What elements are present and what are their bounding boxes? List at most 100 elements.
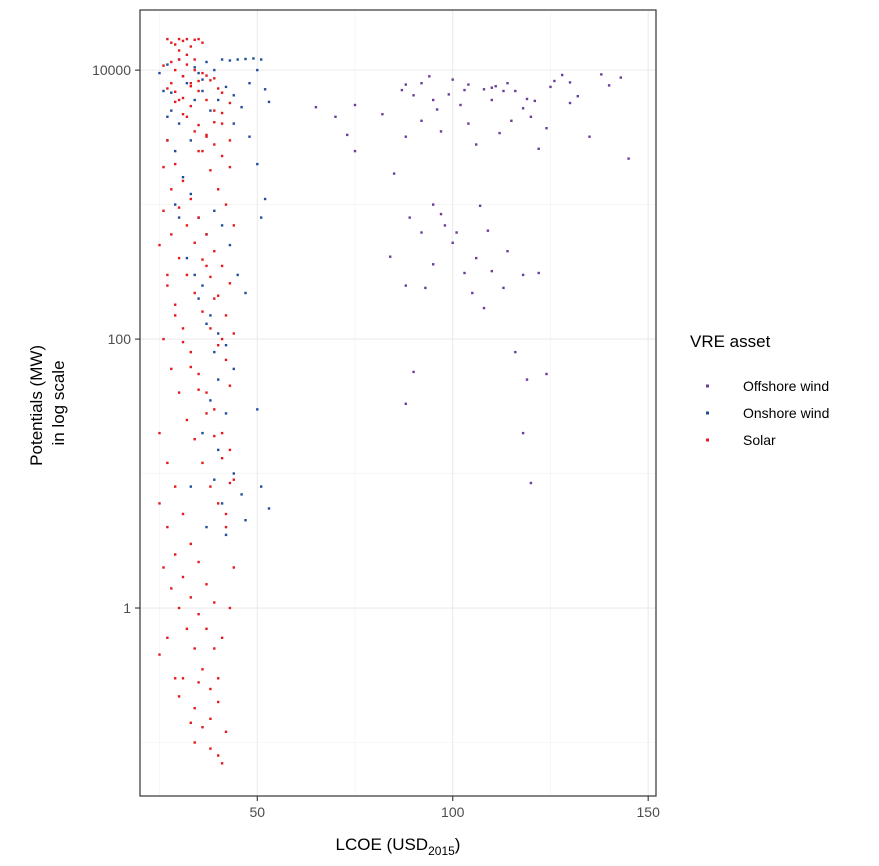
data-point: [267, 100, 271, 104]
data-point: [228, 59, 232, 62]
data-point: [236, 58, 239, 61]
data-point: [205, 391, 208, 394]
data-point: [205, 525, 208, 529]
data-point: [177, 37, 181, 41]
data-point: [217, 700, 220, 704]
data-point: [181, 96, 185, 100]
legend-label: Solar: [743, 432, 776, 448]
data-point: [217, 87, 220, 90]
data-point: [224, 203, 228, 206]
data-point: [197, 560, 200, 564]
data-point: [174, 68, 177, 72]
data-point: [217, 677, 220, 680]
data-point: [177, 122, 181, 125]
data-point: [220, 457, 224, 460]
data-point: [459, 103, 462, 107]
data-point: [224, 358, 228, 362]
data-point: [224, 533, 228, 537]
data-point: [201, 41, 204, 44]
data-point: [193, 98, 196, 102]
data-point: [177, 98, 181, 102]
y-tick-label: 1: [123, 600, 131, 616]
data-point: [568, 101, 572, 105]
y-tick-label: 10000: [92, 62, 131, 78]
data-point: [521, 107, 525, 110]
data-point: [209, 327, 212, 330]
data-point: [404, 402, 407, 405]
data-point: [166, 461, 169, 465]
data-point: [177, 256, 181, 260]
data-point: [205, 74, 208, 77]
data-point: [412, 94, 415, 97]
data-point: [174, 314, 177, 317]
data-point: [170, 587, 173, 590]
data-point: [177, 58, 181, 61]
data-point: [193, 66, 196, 69]
data-point: [424, 286, 427, 290]
data-point: [224, 512, 228, 516]
data-point: [353, 149, 357, 153]
data-point: [174, 43, 177, 46]
data-point: [166, 139, 169, 142]
data-point: [205, 264, 208, 268]
data-point: [232, 224, 235, 227]
data-point: [506, 250, 509, 253]
data-point: [181, 113, 185, 116]
data-point: [619, 76, 622, 79]
data-point: [228, 165, 232, 169]
data-point: [213, 297, 216, 300]
data-point: [217, 448, 220, 452]
data-point: [174, 677, 177, 680]
data-point: [213, 209, 216, 212]
data-point: [177, 606, 181, 610]
data-point: [181, 39, 185, 43]
data-point: [213, 77, 216, 80]
data-point: [502, 286, 505, 290]
x-tick-label: 100: [441, 804, 465, 820]
data-point: [193, 291, 196, 295]
data-point: [220, 762, 224, 765]
data-point: [525, 97, 529, 101]
data-point: [439, 130, 443, 133]
legend: VRE asset Offshore wind Onshore wind Solar: [690, 332, 829, 448]
data-point: [232, 122, 235, 125]
data-point: [244, 291, 247, 295]
data-point: [217, 98, 220, 102]
data-point: [177, 391, 181, 394]
y-axis-title-line-1: Potentials (MW): [27, 345, 46, 466]
data-point: [353, 103, 357, 107]
data-point: [177, 695, 181, 698]
data-point: [162, 165, 165, 169]
data-point: [189, 542, 192, 546]
data-point: [490, 269, 493, 273]
data-point: [189, 596, 192, 599]
data-point: [185, 256, 189, 260]
data-point: [314, 106, 318, 109]
data-point: [193, 647, 196, 650]
data-point: [170, 367, 173, 371]
data-point: [201, 284, 204, 287]
data-point: [463, 271, 466, 275]
data-point: [201, 310, 204, 313]
data-point: [166, 273, 169, 277]
data-point: [451, 78, 454, 81]
data-point: [224, 730, 228, 733]
data-point: [213, 250, 216, 253]
data-point: [432, 263, 435, 266]
x-axis-title: LCOE (USD2015): [336, 835, 461, 858]
data-point: [158, 71, 161, 75]
data-point: [420, 82, 423, 85]
data-point: [435, 108, 439, 111]
data-point: [220, 122, 224, 125]
data-point: [197, 681, 200, 684]
data-point: [232, 367, 235, 371]
data-point: [443, 224, 447, 227]
x-tick-label: 150: [637, 804, 661, 820]
data-point: [189, 197, 192, 201]
data-point: [166, 284, 169, 287]
data-point: [209, 109, 212, 112]
data-point: [189, 82, 192, 85]
data-point: [467, 122, 470, 125]
data-point: [525, 378, 529, 381]
